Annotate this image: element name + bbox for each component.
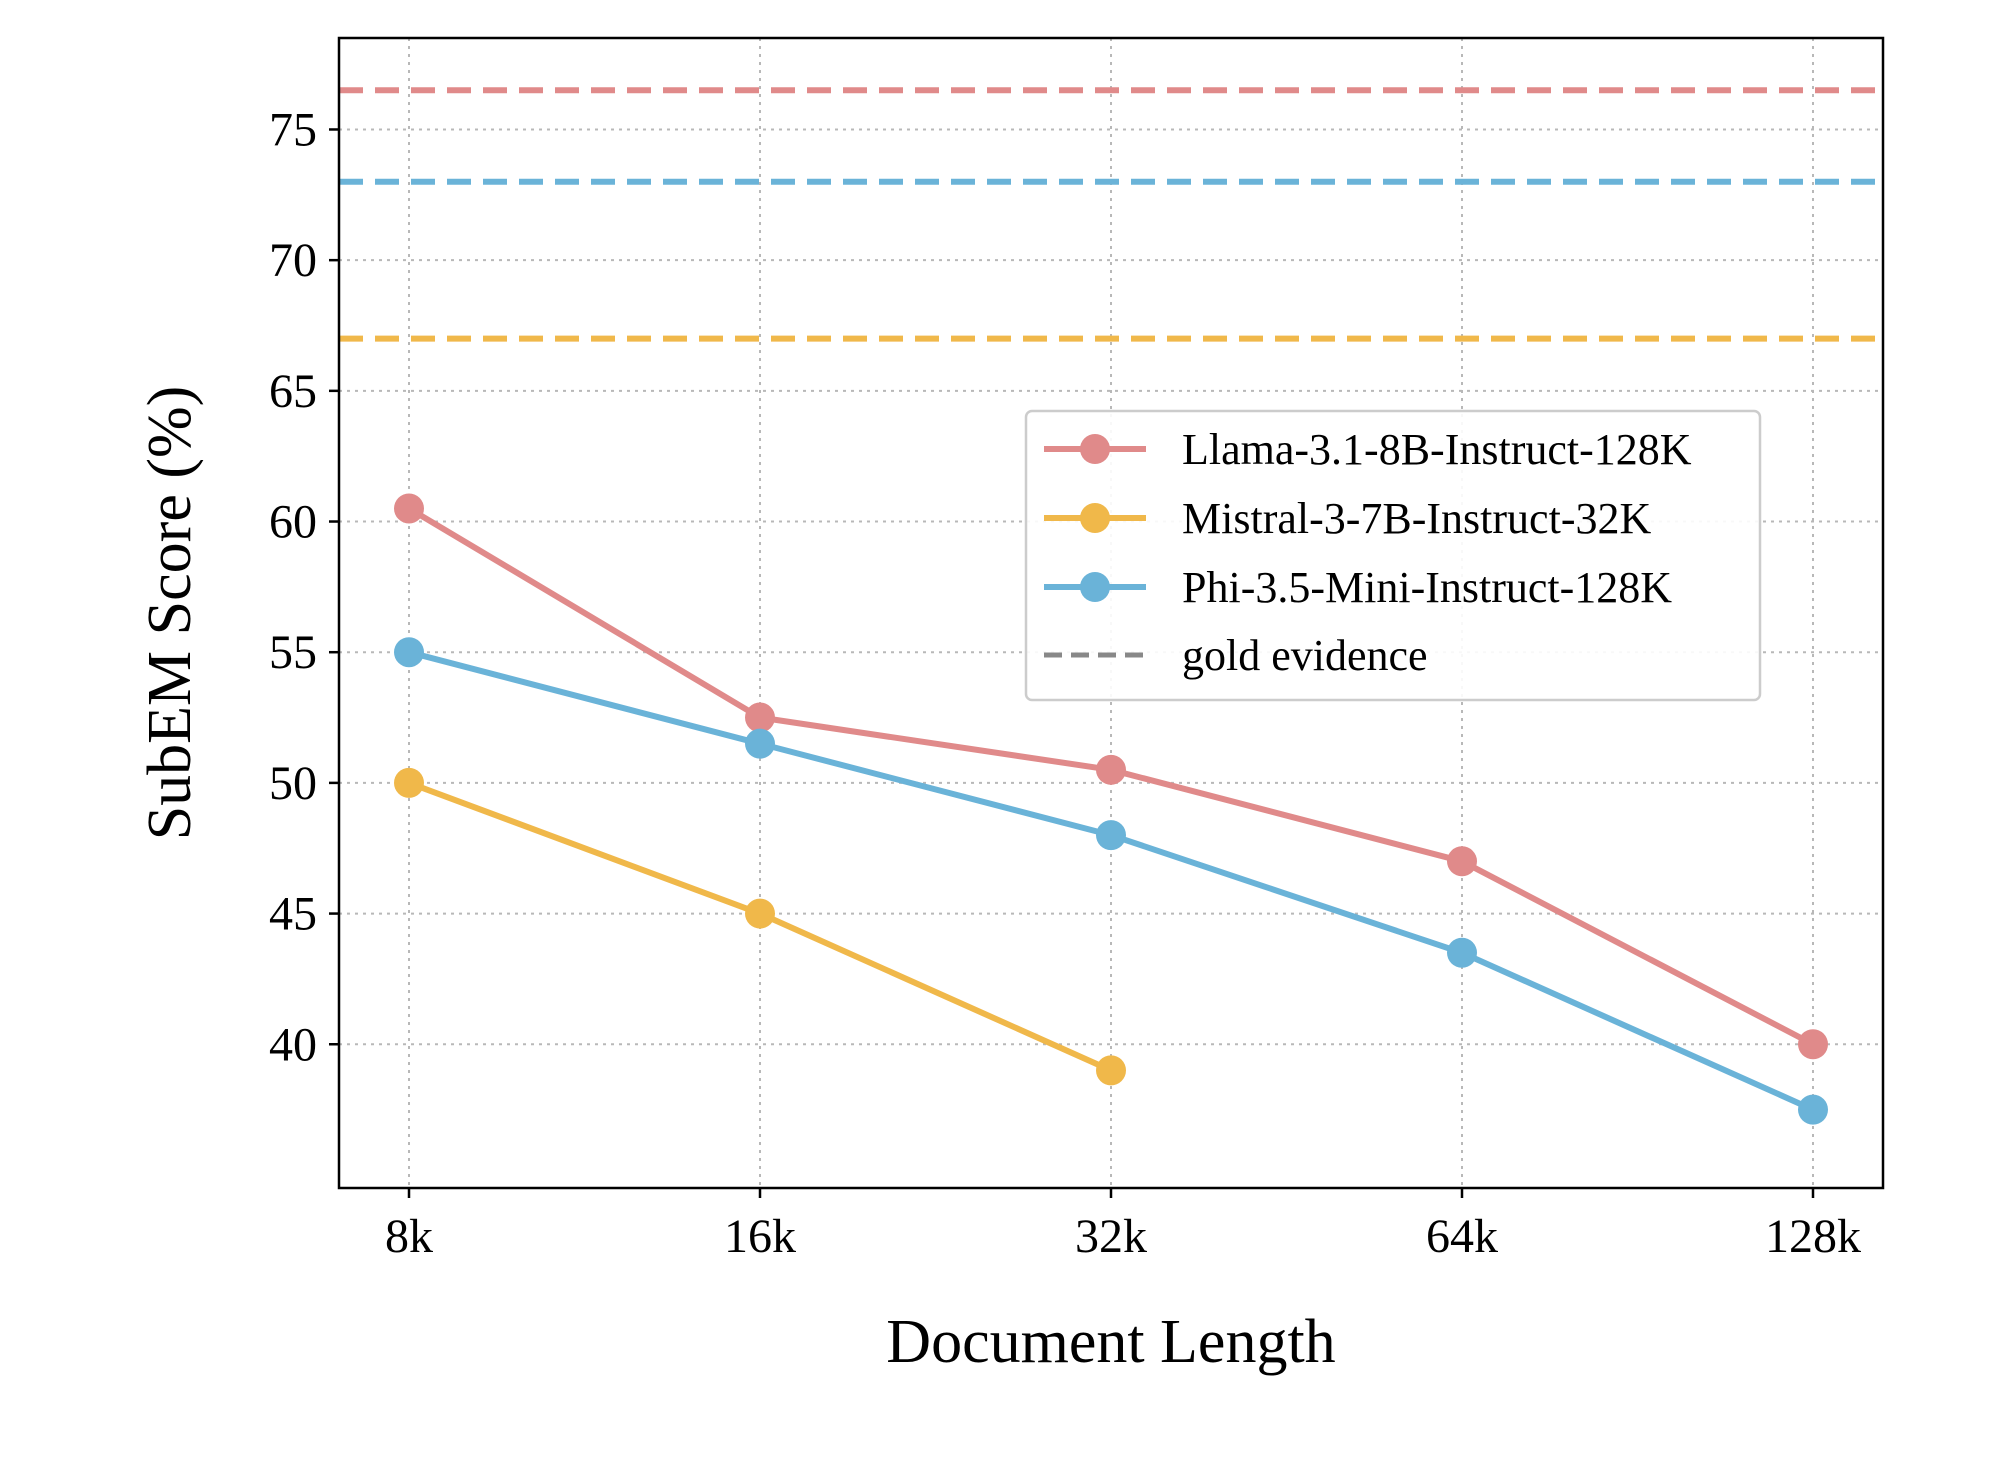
gold-evidence-lines bbox=[339, 87, 1883, 342]
legend-label: Phi-3.5-Mini-Instruct-128K bbox=[1182, 563, 1672, 612]
x-tick-label: 16k bbox=[724, 1210, 796, 1263]
x-tick-label: 32k bbox=[1075, 1210, 1147, 1263]
y-tick-label: 55 bbox=[269, 626, 317, 679]
y-tick-label: 75 bbox=[269, 103, 317, 156]
legend-marker bbox=[1080, 572, 1110, 602]
y-axis-ticks: 40 45 50 55 60 65 70 75 bbox=[269, 103, 339, 1071]
legend-marker bbox=[1080, 434, 1110, 464]
y-tick-label: 40 bbox=[269, 1018, 317, 1071]
y-tick-label: 70 bbox=[269, 234, 317, 287]
legend-marker bbox=[1080, 503, 1110, 533]
legend-label: Llama-3.1-8B-Instruct-128K bbox=[1182, 425, 1692, 474]
y-tick-label: 65 bbox=[269, 365, 317, 418]
y-axis-title: SubEM Score (%) bbox=[136, 386, 204, 841]
x-axis-ticks: 8k 16k 32k 64k 128k bbox=[385, 1188, 1861, 1263]
grid-lines bbox=[339, 38, 1883, 1188]
data-point bbox=[394, 767, 424, 798]
x-tick-label: 8k bbox=[385, 1210, 433, 1263]
data-point bbox=[1096, 754, 1126, 785]
data-point bbox=[394, 637, 424, 668]
data-point bbox=[1096, 820, 1126, 851]
x-axis-title: Document Length bbox=[886, 1308, 1335, 1376]
legend-label: gold evidence bbox=[1182, 631, 1428, 680]
data-point bbox=[745, 702, 775, 733]
data-point bbox=[1798, 1029, 1828, 1060]
data-series bbox=[394, 493, 1828, 1125]
y-tick-label: 60 bbox=[269, 496, 317, 549]
y-tick-label: 45 bbox=[269, 888, 317, 941]
data-point bbox=[1447, 937, 1477, 968]
data-point bbox=[745, 728, 775, 759]
legend-box bbox=[1024, 409, 1762, 702]
data-point bbox=[1447, 846, 1477, 877]
y-tick-label: 50 bbox=[269, 757, 317, 810]
data-point bbox=[1798, 1094, 1828, 1125]
x-tick-label: 64k bbox=[1426, 1210, 1498, 1263]
legend-label: Mistral-3-7B-Instruct-32K bbox=[1182, 494, 1651, 543]
x-tick-label: 128k bbox=[1765, 1210, 1861, 1263]
data-point bbox=[745, 898, 775, 929]
data-point bbox=[1096, 1055, 1126, 1086]
data-point bbox=[394, 493, 424, 524]
legend: Llama-3.1-8B-Instruct-128K Mistral-3-7B-I… bbox=[1024, 409, 1762, 702]
